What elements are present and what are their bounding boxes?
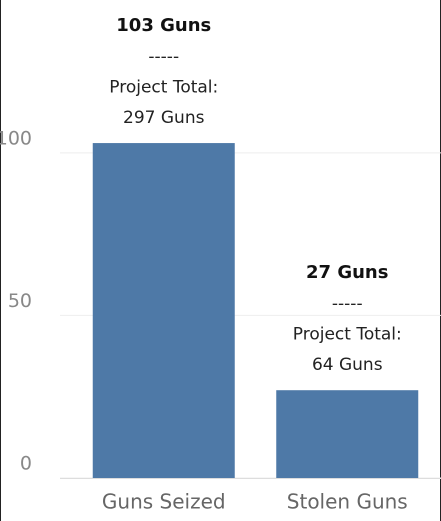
value-label: 27 Guns	[306, 262, 388, 283]
bar	[92, 143, 235, 478]
y-tick-label: 0	[20, 453, 32, 475]
annotation: -----	[332, 294, 363, 314]
annotation: Project Total:	[109, 78, 218, 98]
value-label: 103 Guns	[116, 15, 211, 36]
annotation: 64 Guns	[312, 355, 383, 375]
y-tick-label: 100	[0, 127, 32, 149]
y-tick-label: 50	[8, 290, 32, 312]
annotation: Project Total:	[293, 325, 402, 345]
x-tick-label: Stolen Guns	[287, 490, 408, 514]
bar	[276, 390, 419, 478]
x-tick-label: Guns Seized	[102, 490, 226, 514]
annotation: -----	[148, 47, 179, 67]
annotation: 297 Guns	[123, 108, 205, 128]
